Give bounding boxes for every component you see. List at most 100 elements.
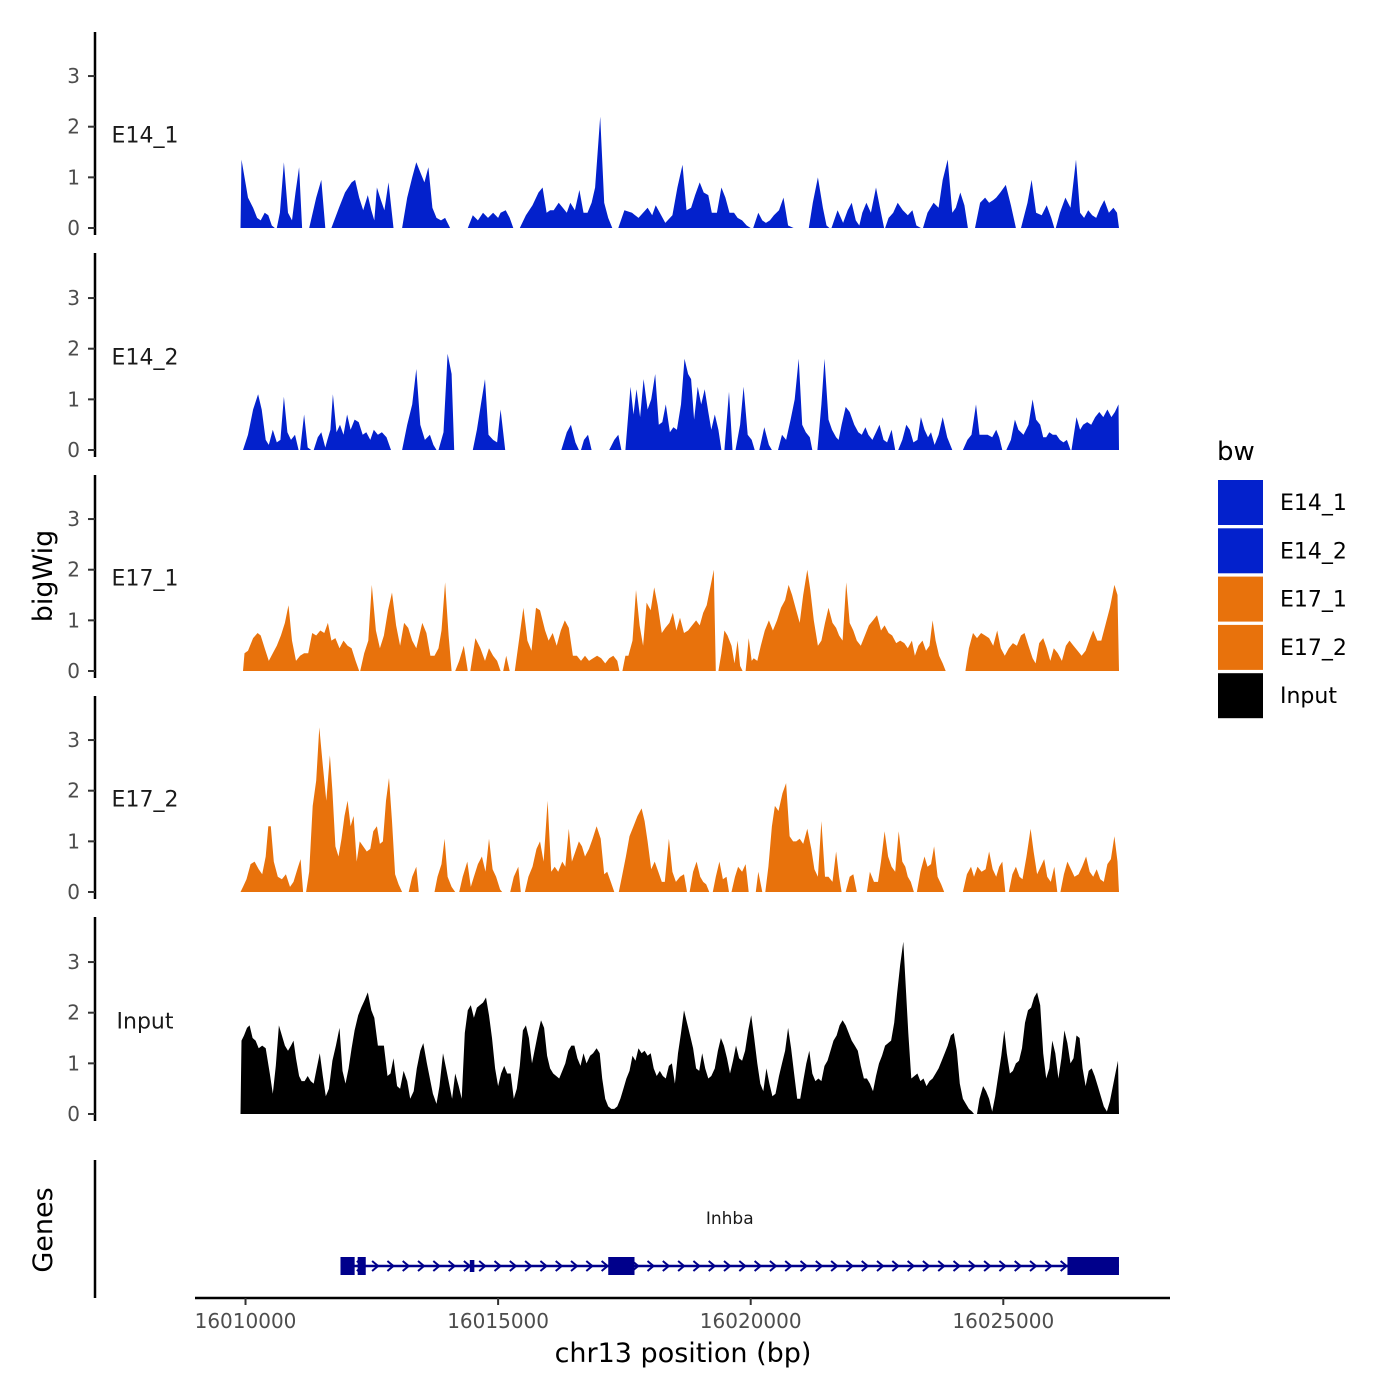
strand-chevron xyxy=(937,1260,946,1272)
y-axis-title: bigWig xyxy=(28,530,59,623)
y-tick-label: 0 xyxy=(67,880,80,904)
y-tick-label: 2 xyxy=(67,115,80,139)
strand-chevron xyxy=(845,1260,854,1272)
x-axis: 16010000 16015000 16020000 16025000 xyxy=(195,1296,1170,1333)
strand-chevron xyxy=(371,1260,380,1272)
strand-chevron xyxy=(692,1260,701,1272)
track-label: E14_1 xyxy=(112,123,179,148)
strand-chevron xyxy=(983,1260,992,1272)
strand-chevron xyxy=(769,1260,778,1272)
track-label: E17_2 xyxy=(112,787,179,812)
y-tick-label: 3 xyxy=(67,286,80,310)
y-tick-label: 1 xyxy=(67,1051,80,1075)
strand-chevron xyxy=(539,1260,548,1272)
legend: bw E14_1 E14_2 E17_1 E17_2 Input xyxy=(1217,437,1347,719)
strand-chevron xyxy=(952,1260,962,1272)
signal-area xyxy=(240,727,1119,892)
strand-chevron xyxy=(600,1260,610,1272)
strand-chevron xyxy=(386,1260,395,1272)
strand-chevron xyxy=(738,1260,747,1272)
legend-entry: E17_1 xyxy=(1218,576,1347,622)
strand-chevron xyxy=(891,1260,900,1272)
strand-chevron xyxy=(478,1260,487,1272)
legend-swatch xyxy=(1218,528,1263,574)
legend-label: Input xyxy=(1280,684,1337,709)
signal-tracks: 0 1 2 3 E14_1 0 1 2 3 E14_2 0 1 2 3 E17_1 0 1 2 3 E17_2 0 1 2 3… xyxy=(67,32,1119,1126)
strand-chevron xyxy=(998,1260,1007,1272)
y-tick-label: 3 xyxy=(67,728,80,752)
legend-entry: E14_1 xyxy=(1218,480,1347,525)
signal-area xyxy=(243,569,1119,671)
strand-chevron xyxy=(524,1260,533,1272)
strand-chevron xyxy=(646,1260,656,1272)
track-input: 0 1 2 3 Input xyxy=(67,917,1119,1126)
legend-entry: E14_2 xyxy=(1218,528,1347,574)
y-tick-label: 3 xyxy=(67,507,80,531)
strand-chevron xyxy=(830,1260,839,1272)
strand-chevron xyxy=(799,1260,809,1272)
gene-utr xyxy=(469,1260,475,1272)
strand-chevron xyxy=(815,1260,824,1272)
strand-chevron xyxy=(876,1260,885,1272)
y-tick-label: 2 xyxy=(67,779,80,803)
track-label: E14_2 xyxy=(112,345,179,370)
strand-chevron xyxy=(509,1260,518,1272)
legend-label: E17_2 xyxy=(1280,636,1347,661)
track-label: Input xyxy=(117,1009,174,1034)
strand-chevron xyxy=(1044,1260,1053,1272)
legend-entry: E17_2 xyxy=(1218,624,1347,670)
y-tick-label: 0 xyxy=(67,659,80,683)
strand-chevron xyxy=(753,1260,763,1272)
signal-area xyxy=(240,941,1119,1114)
strand-chevron xyxy=(708,1260,717,1272)
legend-swatch xyxy=(1218,480,1263,525)
legend-swatch xyxy=(1218,673,1263,719)
gene-track: Inhba xyxy=(93,1160,1119,1298)
y-tick-label: 1 xyxy=(67,165,80,189)
y-tick-label: 3 xyxy=(67,950,80,974)
y-tick-label: 0 xyxy=(67,438,80,462)
legend-swatch xyxy=(1218,576,1263,622)
genes-axis-title: Genes xyxy=(28,1187,59,1272)
track-label: E17_1 xyxy=(112,566,179,591)
y-tick-label: 1 xyxy=(67,608,80,632)
strand-chevron xyxy=(585,1260,594,1272)
strand-chevron xyxy=(906,1260,916,1272)
legend-title: bw xyxy=(1217,437,1255,467)
strand-chevron xyxy=(417,1260,426,1272)
x-tick-label: 16020000 xyxy=(700,1309,802,1333)
x-tick-label: 16010000 xyxy=(195,1309,297,1333)
strand-chevron xyxy=(677,1260,686,1272)
strand-chevron xyxy=(861,1260,870,1272)
strand-chevron xyxy=(555,1260,564,1272)
gene-name: Inhba xyxy=(706,1209,754,1229)
gene-exon xyxy=(357,1257,366,1275)
x-axis-title: chr13 position (bp) xyxy=(555,1338,812,1369)
track-e14-2: 0 1 2 3 E14_2 xyxy=(67,253,1119,462)
strand-chevron xyxy=(1059,1260,1069,1272)
legend-swatch xyxy=(1218,624,1263,670)
y-tick-label: 2 xyxy=(67,1001,80,1025)
strand-chevron xyxy=(570,1260,579,1272)
track-e17-1: 0 1 2 3 E17_1 xyxy=(67,475,1119,683)
strand-chevron xyxy=(723,1260,732,1272)
strand-chevron xyxy=(922,1260,931,1272)
strand-chevron xyxy=(662,1260,671,1272)
x-tick-label: 16025000 xyxy=(952,1309,1054,1333)
y-tick-label: 1 xyxy=(67,829,80,853)
legend-label: E14_2 xyxy=(1280,539,1347,564)
strand-chevron xyxy=(1014,1260,1023,1272)
legend-label: E14_1 xyxy=(1280,491,1347,516)
y-tick-label: 2 xyxy=(67,558,80,582)
strand-chevron xyxy=(447,1260,457,1272)
gene-exon xyxy=(1067,1257,1119,1275)
signal-area xyxy=(240,116,1119,228)
x-tick-label: 16015000 xyxy=(447,1309,549,1333)
y-tick-label: 2 xyxy=(67,337,80,361)
y-tick-label: 3 xyxy=(67,64,80,88)
gene-exon xyxy=(340,1257,355,1275)
strand-chevron xyxy=(402,1260,411,1272)
legend-label: E17_1 xyxy=(1280,588,1347,613)
strand-chevron xyxy=(493,1260,503,1272)
